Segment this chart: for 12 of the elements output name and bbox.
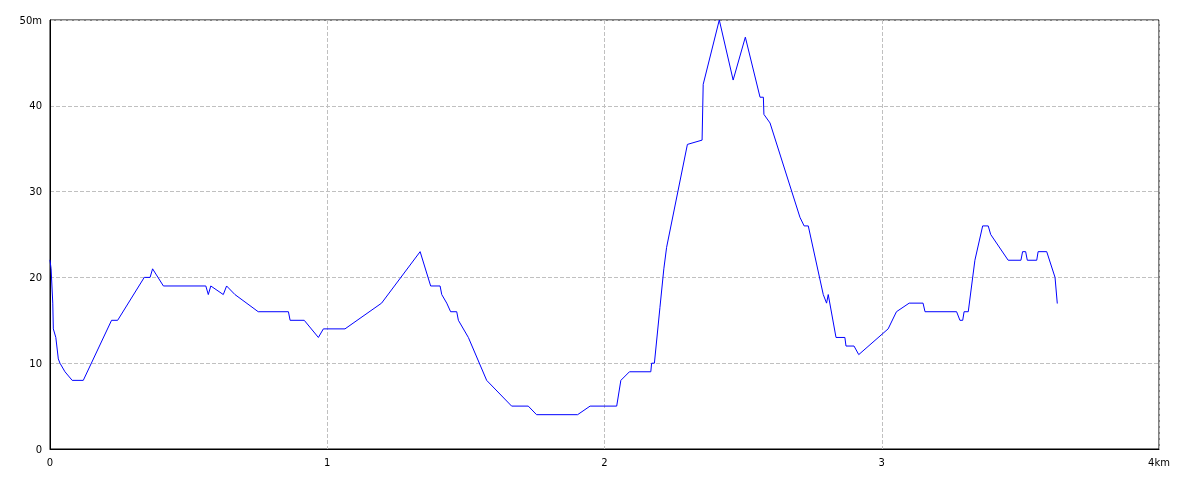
x-tick-label: 2 — [601, 456, 608, 468]
x-tick-label: 4km — [1148, 456, 1170, 468]
x-tick-label: 1 — [324, 456, 331, 468]
line-series — [49, 19, 1058, 416]
y-tick-label: 50m — [19, 14, 42, 26]
y-tick-label: 10 — [29, 357, 42, 369]
x-tick-label: 3 — [878, 456, 885, 468]
y-tick-label: 0 — [35, 443, 42, 455]
x-tick-label: 0 — [46, 456, 54, 468]
y-tick-label: 20 — [29, 271, 42, 283]
y-tick-label: 40 — [29, 100, 42, 112]
y-tick-label: 30 — [29, 186, 42, 198]
